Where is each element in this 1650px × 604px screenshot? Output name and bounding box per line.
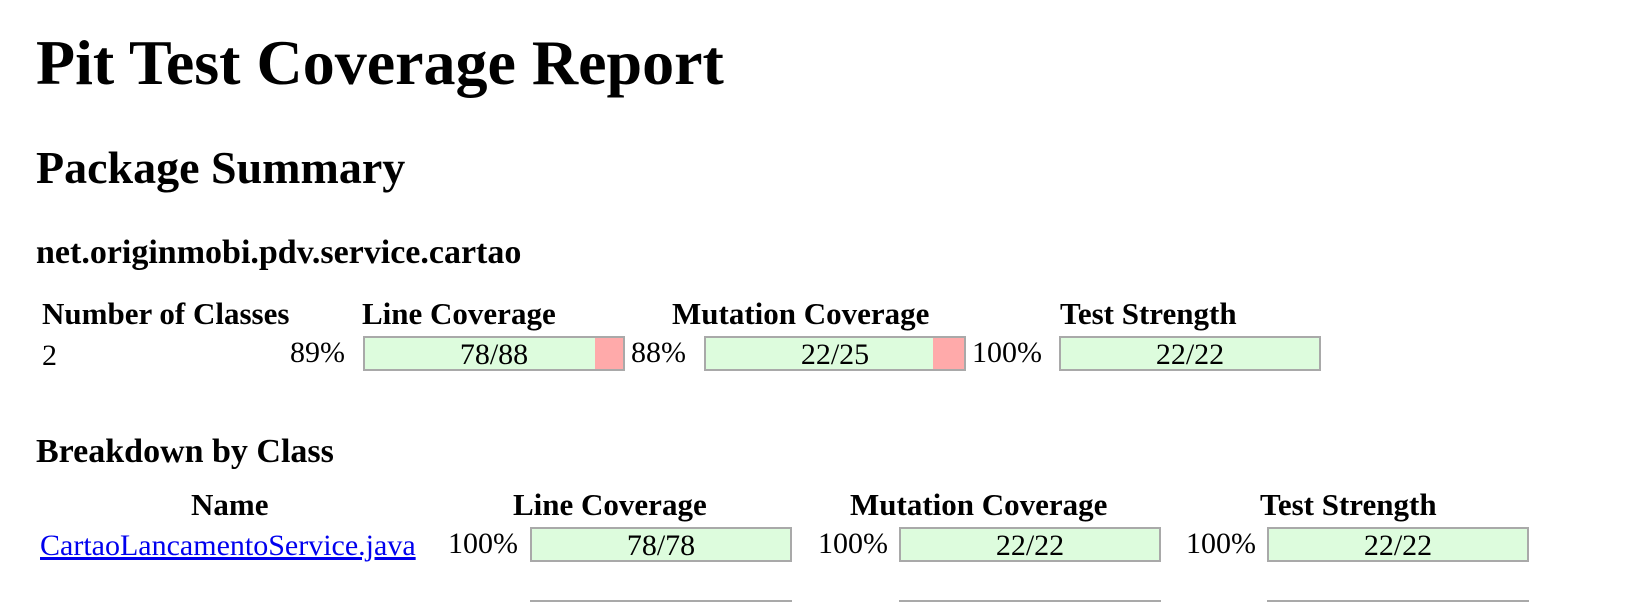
- class-test-strength-percent: 100%: [1186, 527, 1256, 560]
- report-page: Pit Test Coverage Report Package Summary…: [36, 0, 1650, 604]
- class-link[interactable]: CartaoLancamentoService.java: [40, 529, 416, 562]
- class-mutation-coverage-bar: 22/22: [899, 527, 1161, 562]
- test-strength-bar: 22/22: [1059, 336, 1321, 371]
- mutation-coverage-percent: 88%: [631, 336, 686, 369]
- test-strength-percent: 100%: [972, 336, 1042, 369]
- package-summary-heading: Package Summary: [36, 142, 406, 193]
- class-test-strength-fill: [1269, 529, 1527, 560]
- class-test-strength-bar: 22/22: [1267, 527, 1529, 562]
- line-coverage-ratio: 78/88: [459, 338, 529, 371]
- breakdown-heading: Breakdown by Class: [36, 433, 334, 470]
- header-number-of-classes: Number of Classes: [42, 296, 290, 331]
- class-line-coverage-bar: 78/78: [530, 527, 792, 562]
- class-mutation-coverage-ratio: 22/22: [995, 529, 1065, 562]
- test-strength-fill: [1061, 338, 1319, 369]
- next-row-bar-edge: [899, 600, 1161, 604]
- class-mutation-coverage-fill: [901, 529, 1159, 560]
- class-line-coverage-fill: [532, 529, 790, 560]
- line-coverage-percent: 89%: [290, 336, 345, 369]
- mutation-coverage-ratio: 22/25: [800, 338, 870, 371]
- header-mutation-coverage: Mutation Coverage: [672, 296, 930, 331]
- class-line-coverage-percent: 100%: [448, 527, 518, 560]
- page-title: Pit Test Coverage Report: [36, 27, 724, 98]
- header-test-strength: Test Strength: [1060, 296, 1237, 331]
- mutation-coverage-fill: [706, 338, 934, 369]
- line-coverage-fill: [365, 338, 595, 369]
- header-class-line-coverage: Line Coverage: [513, 487, 707, 522]
- class-line-coverage-ratio: 78/78: [626, 529, 696, 562]
- class-mutation-coverage-percent: 100%: [818, 527, 888, 560]
- next-row-bar-edge: [530, 600, 792, 604]
- header-line-coverage: Line Coverage: [362, 296, 556, 331]
- package-name: net.originmobi.pdv.service.cartao: [36, 234, 522, 271]
- header-class-mutation-coverage: Mutation Coverage: [850, 487, 1108, 522]
- mutation-coverage-bar: 22/25: [704, 336, 966, 371]
- header-class-test-strength: Test Strength: [1260, 487, 1437, 522]
- number-of-classes-value: 2: [42, 339, 57, 372]
- header-name: Name: [191, 487, 269, 522]
- test-strength-ratio: 22/22: [1155, 338, 1225, 371]
- line-coverage-bar: 78/88: [363, 336, 625, 371]
- class-test-strength-ratio: 22/22: [1363, 529, 1433, 562]
- next-row-bar-edge: [1267, 600, 1529, 604]
